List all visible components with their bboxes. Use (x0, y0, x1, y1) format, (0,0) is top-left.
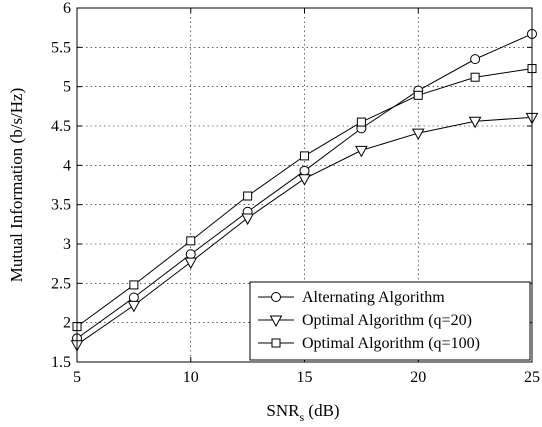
data-point-square (413, 90, 423, 100)
series-group (70, 28, 539, 352)
series-triangle-down (70, 112, 539, 352)
data-point-triangle-down (127, 300, 141, 313)
y-tick-label: 2.5 (51, 275, 71, 292)
legend-item: Alternating Algorithm (258, 289, 445, 306)
data-point-triangle-down (355, 145, 368, 158)
y-tick-label: 5.5 (51, 39, 71, 56)
legend-item: Optimal Algorithm (q=100) (258, 335, 480, 352)
data-point-circle (128, 292, 139, 303)
y-axis-title: Mutual Information (b/s/Hz) (7, 88, 26, 283)
x-axis-title-unit: (dB) (304, 401, 339, 420)
legend-box (249, 281, 531, 361)
y-tick-label: 2 (63, 315, 71, 332)
x-axis-title-main: SNR (266, 401, 300, 420)
data-point-square (300, 151, 309, 161)
data-point-square (356, 117, 366, 127)
legend-marker-square (271, 338, 281, 348)
data-point-square (470, 72, 480, 82)
data-point-triangle-down (241, 213, 254, 226)
data-point-triangle-down (411, 128, 425, 141)
legend-marker-circle (271, 292, 281, 302)
y-tick-label: 4.5 (51, 118, 71, 135)
legend-label: Optimal Algorithm (q=100) (302, 335, 480, 352)
data-point-circle (470, 54, 481, 65)
legend: Alternating Algorithm Optimal Algorithm (… (249, 281, 531, 361)
data-point-triangle-down (184, 257, 198, 270)
data-point-circle (185, 249, 196, 260)
data-point-triangle-down (468, 116, 482, 129)
y-tick-label: 5 (63, 79, 71, 96)
data-point-square (243, 191, 253, 201)
y-tick-label: 6 (63, 0, 71, 17)
legend-label: Optimal Algorithm (q=20) (302, 312, 472, 329)
y-tick-label: 1.5 (51, 354, 71, 371)
legend-item: Optimal Algorithm (q=20) (258, 312, 472, 329)
legend-label: Alternating Algorithm (302, 289, 445, 306)
x-tick-label: 5 (73, 369, 81, 386)
series-circle (72, 28, 537, 344)
data-point-circle (299, 165, 310, 176)
data-point-triangle-down (298, 174, 311, 186)
y-tick-label: 3 (63, 236, 71, 253)
x-tick-label: 25 (524, 369, 540, 386)
y-tick-label: 4 (63, 157, 71, 174)
x-tick-label: 15 (297, 369, 313, 386)
y-tick-label: 3.5 (51, 197, 71, 214)
legend-marker-triangle-down (269, 315, 283, 328)
x-axis-title: SNRs (dB) (266, 401, 339, 424)
x-tick-label: 10 (183, 369, 199, 386)
x-tick-label: 20 (410, 369, 426, 386)
axis-ticks: 5 10 15 20 25 1.5 2 2.5 3 3.5 4 4.5 5 5.5 6 (51, 0, 540, 386)
x-axis-title-subscript: s (299, 410, 304, 424)
data-point-square (129, 280, 139, 290)
data-point-square (186, 236, 196, 246)
